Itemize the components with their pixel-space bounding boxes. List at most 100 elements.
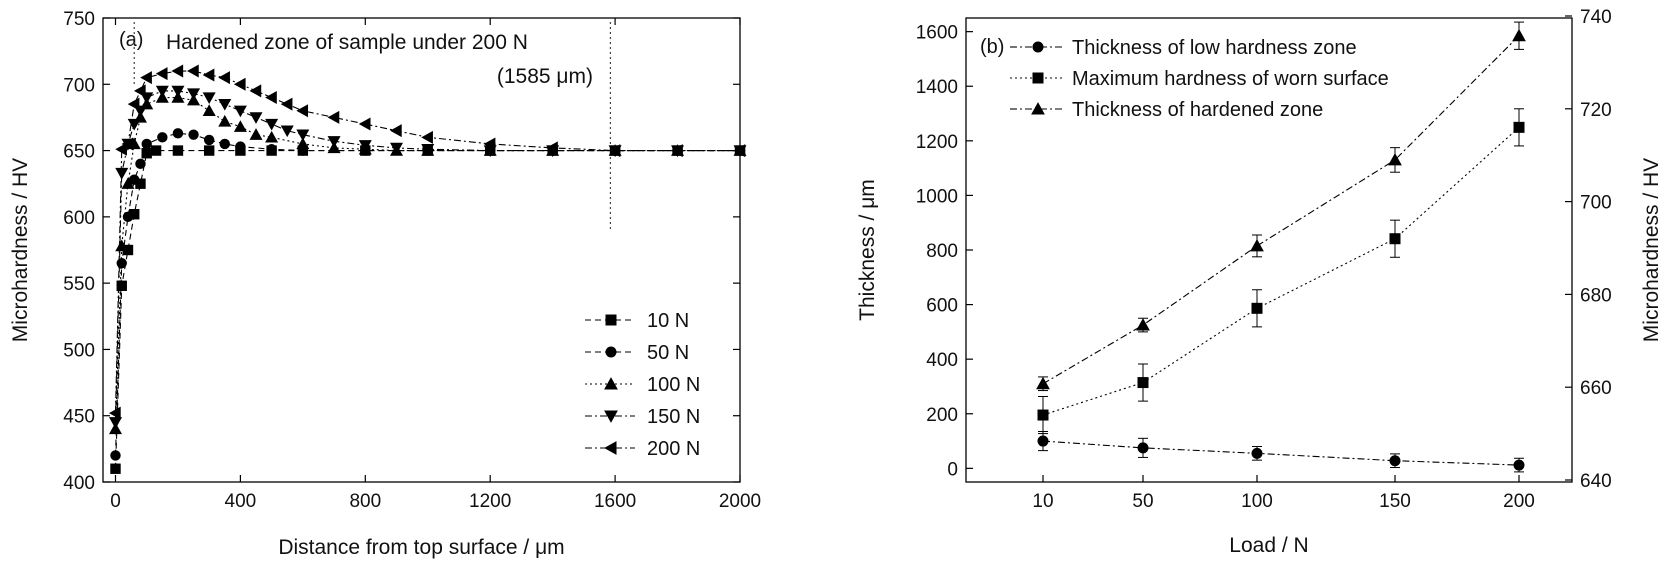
y-axis-label-a: Microhardness / HV (9, 158, 32, 342)
legend-item-a: 50 N (585, 342, 689, 364)
data-point (1036, 376, 1050, 390)
y-tick-label-a: 750 (63, 9, 95, 30)
y-tick-label-b: 800 (926, 241, 958, 262)
plot-frame-a (102, 17, 741, 483)
y-tick-label-right-b: 640 (1580, 471, 1612, 492)
legend-label: Thickness of low hardness zone (1072, 37, 1357, 59)
data-point (203, 145, 215, 156)
chart-panel-b: 10 50 100 150 200 0 200 400 600 800 1000 1200 1400 16… (856, 7, 1663, 557)
data-point (671, 144, 683, 158)
data-point (1251, 302, 1263, 314)
y-tick-label-a: 700 (63, 75, 95, 96)
data-point (1512, 28, 1526, 42)
x-tick-label-b: 50 (1132, 491, 1153, 512)
legend-label: 50 N (647, 342, 689, 364)
data-point (202, 104, 216, 116)
data-point (122, 244, 134, 256)
legend-item-a: 10 N (585, 310, 689, 332)
data-point (202, 92, 216, 105)
data-point (115, 239, 129, 252)
data-point (1136, 318, 1150, 331)
data-point (116, 258, 127, 269)
data-point (110, 463, 121, 474)
data-point (235, 141, 246, 152)
data-point (266, 144, 277, 155)
data-point (155, 85, 169, 98)
data-point (249, 128, 263, 140)
data-point (327, 110, 340, 124)
data-point (233, 105, 247, 118)
data-point (265, 118, 279, 131)
series-line (1042, 126, 1520, 416)
x-axis-label-a: Distance from top surface / μm (278, 536, 564, 559)
data-point (265, 91, 277, 105)
data-point (172, 128, 184, 139)
y-tick-label-right-b: 720 (1580, 100, 1612, 121)
data-point (121, 137, 134, 151)
data-point (135, 178, 146, 189)
data-point (233, 77, 246, 91)
data-point (127, 118, 141, 131)
data-point (546, 141, 558, 155)
legend-label: 150 N (647, 406, 700, 428)
data-point (218, 98, 232, 111)
data-point (171, 85, 185, 98)
data-point (141, 138, 152, 150)
chart-panel-a: 0 400 800 1200 1600 2000 400 450 500 550 600 650 700… (9, 9, 761, 559)
legend-item-b: Thickness of low hardness zone (1010, 37, 1357, 59)
legend-marker (604, 441, 617, 455)
legend-label: 100 N (647, 374, 700, 396)
panel-label-a: (a) (119, 29, 143, 51)
data-point (187, 64, 199, 78)
y-tick-label-a: 450 (63, 407, 95, 428)
legend-marker (604, 410, 618, 423)
y-tick-label-a: 500 (63, 340, 95, 361)
data-point (1513, 121, 1525, 133)
data-point (108, 417, 122, 429)
data-point (390, 142, 404, 155)
series-line (1042, 440, 1520, 466)
data-point (483, 137, 496, 151)
data-point (218, 114, 232, 127)
data-point (129, 209, 140, 220)
data-point (188, 129, 199, 140)
y-tick-label-right-b: 660 (1580, 378, 1612, 399)
x-axis-label-b: Load / N (1229, 534, 1308, 557)
data-point (121, 177, 135, 189)
data-point (1388, 153, 1402, 166)
y-axis-label-b: Thickness / μm (856, 179, 879, 321)
data-point (155, 67, 168, 81)
data-point (133, 84, 146, 98)
x-tick-label-b: 150 (1379, 491, 1411, 512)
data-point (219, 138, 230, 150)
data-point (203, 134, 215, 146)
data-point (140, 71, 152, 85)
data-point (296, 137, 310, 150)
data-point (249, 112, 263, 124)
y-tick-label-b: 1600 (916, 23, 958, 44)
data-point (1389, 455, 1401, 467)
y-tick-label-b: 400 (926, 350, 958, 371)
data-point (265, 130, 279, 143)
data-point (127, 97, 140, 111)
series-b-2 (1036, 21, 1526, 392)
data-point (1137, 377, 1149, 389)
data-point (1037, 435, 1049, 447)
legend-item-b: Maximum hardness of worn surface (1010, 68, 1389, 90)
data-point (1250, 239, 1264, 252)
y-tick-label-b: 1000 (916, 186, 958, 207)
y-axis-label-right-b: Microhardness / HV (1640, 158, 1663, 342)
data-point (218, 71, 230, 85)
legend-item-b: Thickness of hardened zone (1010, 99, 1323, 121)
series-b-0 (1037, 431, 1525, 473)
panel-label-b: (b) (980, 36, 1004, 58)
data-point (122, 211, 134, 223)
y-tick-label-b: 200 (926, 405, 958, 426)
legend-label: Maximum hardness of worn surface (1072, 68, 1389, 90)
legend-marker (1031, 102, 1045, 115)
legend-marker (1032, 41, 1044, 53)
data-point (115, 167, 129, 180)
legend-item-a: 200 N (585, 438, 700, 460)
data-point (233, 120, 247, 132)
data-point (1513, 459, 1525, 471)
